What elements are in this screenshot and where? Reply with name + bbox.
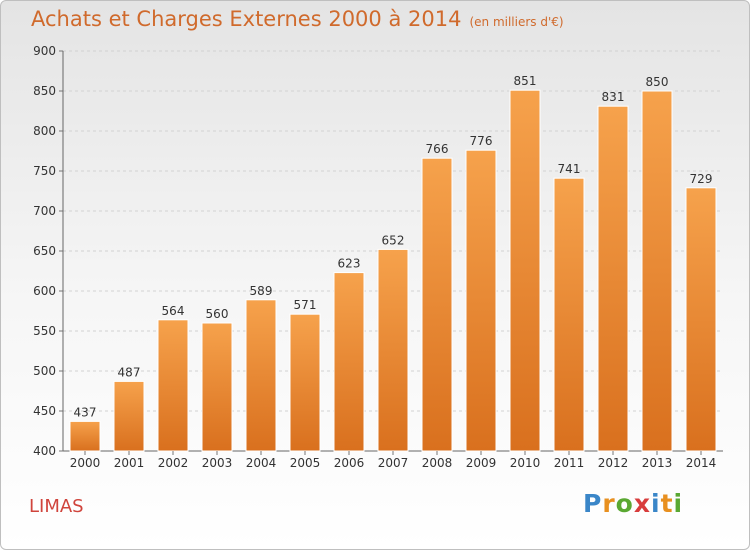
- logo-letter: o: [615, 489, 634, 518]
- bar: [289, 313, 321, 452]
- bar-value-label: 741: [558, 162, 581, 176]
- y-tick-label: 900: [33, 44, 56, 58]
- bar: [157, 319, 189, 452]
- bar-value-label: 571: [294, 298, 317, 312]
- logo-letter: i: [651, 489, 661, 518]
- x-tick-label: 2013: [642, 456, 673, 470]
- bar: [377, 248, 409, 452]
- y-tick-label: 600: [33, 284, 56, 298]
- bar-value-label: 851: [514, 74, 537, 88]
- bar: [685, 187, 717, 452]
- y-tick-label: 650: [33, 244, 56, 258]
- y-tick-label: 800: [33, 124, 56, 138]
- x-tick-label: 2001: [114, 456, 145, 470]
- place-name: LIMAS: [29, 496, 84, 517]
- x-tick-label: 2003: [202, 456, 233, 470]
- chart-title-text: Achats et Charges Externes 2000 à 2014: [31, 7, 462, 31]
- bars: [69, 89, 717, 452]
- y-tick-label: 750: [33, 164, 56, 178]
- y-tick-label: 700: [33, 204, 56, 218]
- bar: [201, 322, 233, 452]
- logo-letter: i: [673, 489, 684, 518]
- logo-letter: P: [583, 489, 603, 518]
- chart-subtitle: (en milliers d'€): [469, 15, 564, 29]
- bar: [597, 105, 629, 452]
- bar: [421, 157, 453, 452]
- bar-value-label: 487: [118, 365, 141, 379]
- bar-value-label: 729: [690, 172, 713, 186]
- bar-value-label: 850: [646, 75, 669, 89]
- bar: [465, 149, 497, 452]
- bar-value-label: 564: [162, 304, 185, 318]
- data-labels: 437 487 564 560 589 571 623 652 766 776 851 741 831 8…: [74, 74, 713, 419]
- x-tick-label: 2014: [686, 456, 717, 470]
- y-tick-label: 850: [33, 84, 56, 98]
- y-tick-label: 500: [33, 364, 56, 378]
- x-tick-label: 2011: [554, 456, 585, 470]
- bar: [333, 272, 365, 452]
- bar: [553, 177, 585, 452]
- bar-value-label: 766: [426, 142, 449, 156]
- x-tick-label: 2012: [598, 456, 629, 470]
- bar-value-label: 776: [470, 134, 493, 148]
- bar-value-label: 560: [206, 307, 229, 321]
- y-tick-label: 550: [33, 324, 56, 338]
- x-tick-label: 2006: [334, 456, 365, 470]
- x-tick-labels: 2000 2001 2002 2003 2004 2005 2006 2007 2008 2009…: [70, 451, 717, 470]
- bar: [113, 380, 145, 452]
- x-tick-label: 2007: [378, 456, 409, 470]
- y-tick-label: 400: [33, 444, 56, 458]
- bar: [641, 90, 673, 452]
- proxiti-logo[interactable]: Proxiti: [583, 489, 683, 518]
- logo-letter: x: [633, 489, 651, 518]
- bar-value-label: 831: [602, 90, 625, 104]
- x-tick-label: 2010: [510, 456, 541, 470]
- bar: [509, 89, 541, 452]
- logo-letter: t: [660, 489, 674, 518]
- x-tick-label: 2005: [290, 456, 321, 470]
- y-tick-labels: 400 450 500 550 600 650 700 750 800 850 900: [33, 44, 56, 458]
- y-tick-label: 450: [33, 404, 56, 418]
- bar-value-label: 652: [382, 233, 405, 247]
- bar: [245, 299, 277, 452]
- x-tick-label: 2009: [466, 456, 497, 470]
- bar: [69, 420, 101, 452]
- x-tick-label: 2000: [70, 456, 101, 470]
- x-tick-label: 2002: [158, 456, 189, 470]
- bar-value-label: 437: [74, 405, 97, 419]
- bar-value-label: 589: [250, 284, 273, 298]
- x-tick-label: 2008: [422, 456, 453, 470]
- x-tick-label: 2004: [246, 456, 277, 470]
- bar-value-label: 623: [338, 257, 361, 271]
- logo-letter: r: [602, 489, 616, 518]
- chart-title: Achats et Charges Externes 2000 à 2014 (e…: [31, 7, 564, 31]
